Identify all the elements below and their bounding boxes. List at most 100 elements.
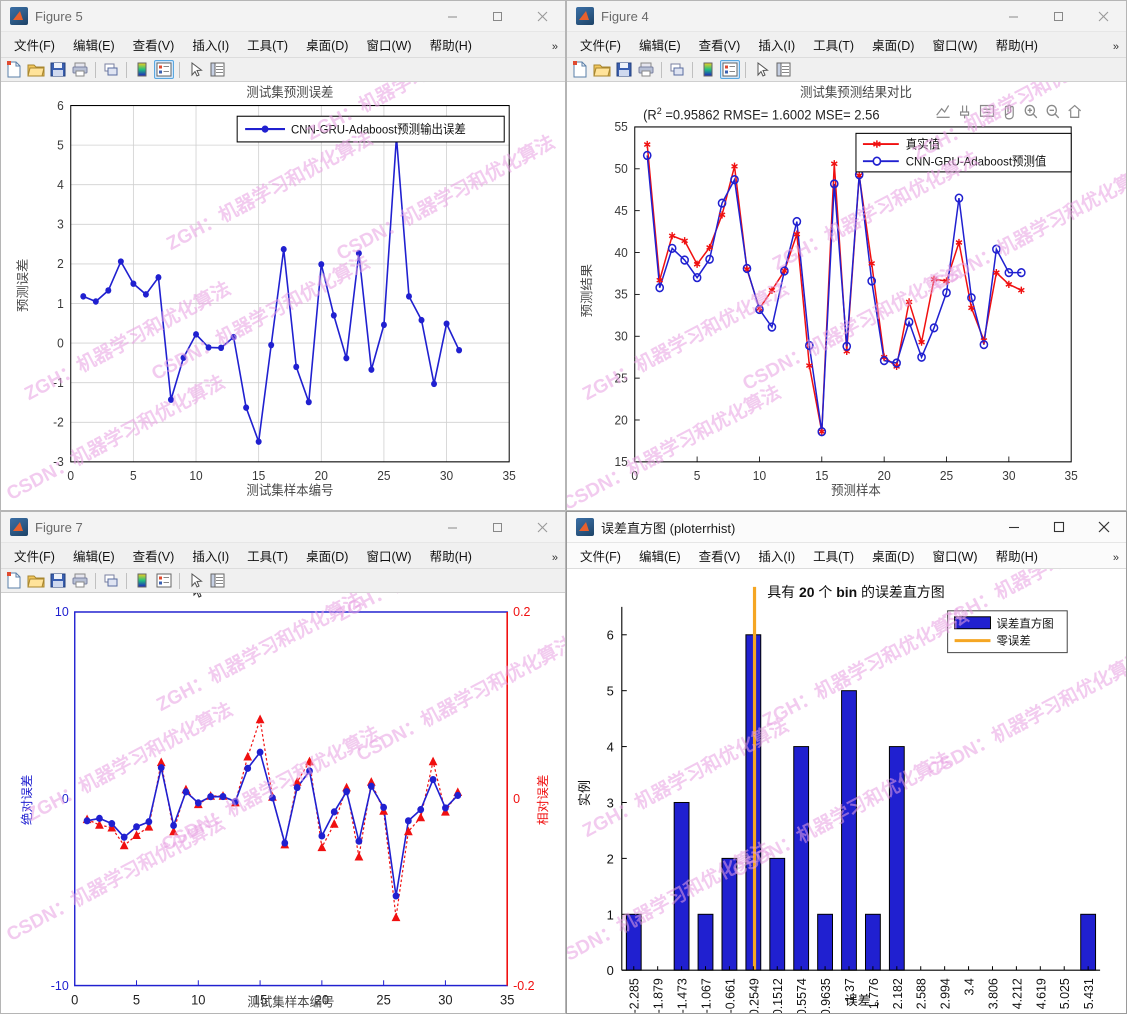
close-button[interactable] [1081, 1, 1126, 31]
axes-floating-toolbar[interactable] [936, 104, 1082, 120]
edit-plot-pointer-icon[interactable] [185, 60, 205, 79]
link-plot-icon[interactable] [667, 60, 687, 79]
open-file-icon[interactable] [26, 60, 46, 79]
menu-file[interactable]: 文件(F) [14, 550, 55, 564]
open-file-icon[interactable] [26, 571, 46, 590]
insert-colorbar-icon[interactable] [132, 60, 152, 79]
minimize-button[interactable] [991, 512, 1036, 542]
menubar[interactable]: 文件(F) 编辑(E) 查看(V) 插入(I) 工具(T) 桌面(D) 窗口(W… [1, 543, 565, 569]
new-figure-icon[interactable] [4, 571, 24, 590]
minimize-button[interactable] [991, 1, 1036, 31]
menu-edit[interactable]: 编辑(E) [72, 39, 115, 53]
menu-edit[interactable]: 编辑(E) [638, 39, 681, 53]
menu-view[interactable]: 查看(V) [132, 550, 175, 564]
save-figure-icon[interactable] [48, 60, 68, 79]
titlebar-figure-7[interactable]: Figure 7 [1, 512, 565, 543]
maximize-button[interactable] [475, 512, 520, 542]
menu-file[interactable]: 文件(F) [580, 39, 621, 53]
link-plot-icon[interactable] [101, 60, 121, 79]
menu-overflow-chevron-icon[interactable]: » [551, 41, 558, 53]
menu-view[interactable]: 查看(V) [698, 39, 741, 53]
menu-desktop[interactable]: 桌面(D) [306, 550, 349, 564]
brush-icon[interactable] [959, 105, 970, 119]
menubar[interactable]: 文件(F) 编辑(E) 查看(V) 插入(I) 工具(T) 桌面(D) 窗口(W… [567, 543, 1126, 569]
insert-colorbar-icon[interactable] [132, 571, 152, 590]
menu-insert[interactable]: 插入(I) [192, 550, 230, 564]
window-figure-4[interactable]: Figure 4 文件(F) 编辑(E) 查看(V) 插入(I) 工具(T) 桌… [566, 0, 1127, 511]
insert-colorbar-icon[interactable] [698, 60, 718, 79]
minimize-button[interactable] [430, 512, 475, 542]
menu-edit[interactable]: 编辑(E) [72, 550, 115, 564]
menu-overflow-chevron-icon[interactable]: » [551, 552, 558, 564]
close-button[interactable] [520, 1, 565, 31]
menu-file[interactable]: 文件(F) [580, 550, 621, 564]
data-tips-icon[interactable] [979, 104, 995, 117]
insert-legend-icon[interactable] [154, 571, 174, 590]
edit-plot-pointer-icon[interactable] [751, 60, 771, 79]
menu-window[interactable]: 窗口(W) [932, 550, 978, 564]
print-figure-icon[interactable] [70, 571, 90, 590]
menu-insert[interactable]: 插入(I) [758, 550, 796, 564]
menu-desktop[interactable]: 桌面(D) [872, 39, 915, 53]
menu-overflow-chevron-icon[interactable]: » [1112, 552, 1119, 564]
menu-window[interactable]: 窗口(W) [366, 550, 412, 564]
window-figure-7[interactable]: Figure 7 文件(F) 编辑(E) 查看(V) 插入(I) 工具(T) 桌… [0, 511, 566, 1014]
property-inspector-icon[interactable] [773, 60, 793, 79]
menu-tools[interactable]: 工具(T) [247, 550, 289, 564]
menu-tools[interactable]: 工具(T) [813, 39, 855, 53]
plot-canvas-figure-5[interactable]: 0 5 10 15 20 25 30 35 -3 -2 -1 0 1 2 3 4 5 6 测试集预测误差 测试集… [1, 82, 565, 510]
restore-view-home-icon[interactable] [1068, 104, 1082, 118]
chart-legend[interactable]: CNN-GRU-Adaboost预测输出误差 [236, 115, 505, 143]
toolbar[interactable] [1, 569, 565, 593]
close-button[interactable] [520, 512, 565, 542]
window-error-histogram[interactable]: 误差直方图 (ploterrhist) 文件(F) 编辑(E) 查看(V) 插入… [566, 511, 1127, 1014]
insert-legend-icon[interactable] [154, 60, 174, 79]
menu-file[interactable]: 文件(F) [14, 39, 55, 53]
menu-insert[interactable]: 插入(I) [192, 39, 230, 53]
menubar[interactable]: 文件(F) 编辑(E) 查看(V) 插入(I) 工具(T) 桌面(D) 窗口(W… [1, 32, 565, 58]
export-icon[interactable] [936, 105, 950, 118]
pan-icon[interactable] [1004, 104, 1014, 120]
menu-view[interactable]: 查看(V) [132, 39, 175, 53]
toolbar[interactable] [1, 58, 565, 82]
close-button[interactable] [1081, 512, 1126, 542]
menu-overflow-chevron-icon[interactable]: » [1112, 41, 1119, 53]
menu-tools[interactable]: 工具(T) [247, 39, 289, 53]
window-figure-5[interactable]: Figure 5 文件(F) 编辑(E) 查看(V) 插入(I) 工具(T) 桌… [0, 0, 566, 511]
menu-help[interactable]: 帮助(H) [429, 39, 472, 53]
titlebar-figure-4[interactable]: Figure 4 [567, 1, 1126, 32]
menu-window[interactable]: 窗口(W) [366, 39, 412, 53]
menu-insert[interactable]: 插入(I) [758, 39, 796, 53]
menu-help[interactable]: 帮助(H) [429, 550, 472, 564]
menu-edit[interactable]: 编辑(E) [638, 550, 681, 564]
chart-legend[interactable]: 误差直方图 零误差 [947, 610, 1068, 654]
open-file-icon[interactable] [592, 60, 612, 79]
save-figure-icon[interactable] [614, 60, 634, 79]
menubar[interactable]: 文件(F) 编辑(E) 查看(V) 插入(I) 工具(T) 桌面(D) 窗口(W… [567, 32, 1126, 58]
menu-desktop[interactable]: 桌面(D) [872, 550, 915, 564]
zoom-in-icon[interactable] [1024, 104, 1038, 119]
minimize-button[interactable] [430, 1, 475, 31]
property-inspector-icon[interactable] [207, 60, 227, 79]
menu-desktop[interactable]: 桌面(D) [306, 39, 349, 53]
menu-tools[interactable]: 工具(T) [813, 550, 855, 564]
maximize-button[interactable] [475, 1, 520, 31]
menu-help[interactable]: 帮助(H) [995, 39, 1038, 53]
save-figure-icon[interactable] [48, 571, 68, 590]
link-plot-icon[interactable] [101, 571, 121, 590]
property-inspector-icon[interactable] [207, 571, 227, 590]
menu-window[interactable]: 窗口(W) [932, 39, 978, 53]
insert-legend-icon[interactable] [720, 60, 740, 79]
plot-canvas-figure-4[interactable]: 0 5 10 15 20 25 30 35 15 20 25 30 35 40 45 50 55 测试集预测结… [567, 82, 1126, 510]
menu-view[interactable]: 查看(V) [698, 550, 741, 564]
plot-canvas-figure-7[interactable]: 0 5 10 15 20 25 30 35 -10 0 10 -0.2 0 0.2 测试集样本编号 绝… [1, 593, 565, 1013]
maximize-button[interactable] [1036, 512, 1081, 542]
toolbar[interactable] [567, 58, 1126, 82]
menu-help[interactable]: 帮助(H) [995, 550, 1038, 564]
zoom-out-icon[interactable] [1046, 104, 1060, 119]
print-figure-icon[interactable] [70, 60, 90, 79]
titlebar-error-histogram[interactable]: 误差直方图 (ploterrhist) [567, 512, 1126, 543]
print-figure-icon[interactable] [636, 60, 656, 79]
chart-legend[interactable]: 真实值 CNN-GRU-Adaboost预测值 [855, 132, 1072, 173]
